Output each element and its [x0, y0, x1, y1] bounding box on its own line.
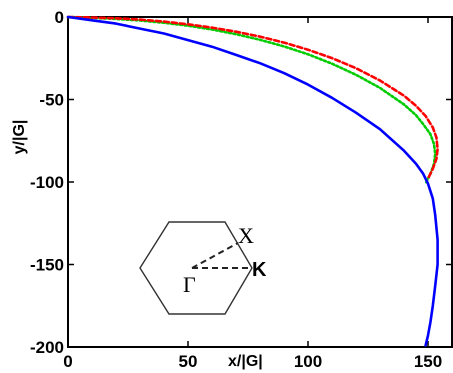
tick-labels: 0 50 100 150 0 -50 -100 -150 -200 — [30, 8, 442, 371]
gamma-label: Γ — [183, 272, 196, 297]
series-line-dashed — [66, 15, 439, 180]
x-tick-label: 50 — [179, 352, 198, 371]
inset-brillouin-zone: Γ X K — [139, 221, 267, 315]
k-point-label: K — [252, 259, 267, 281]
series-layer — [66, 15, 439, 347]
y-tick-label: 0 — [55, 8, 64, 27]
y-tick-label: -50 — [39, 91, 64, 110]
x-axis-label: x/|G| — [228, 353, 263, 370]
series-line-dotted — [66, 15, 437, 185]
y-axis-label: y/|G| — [11, 120, 28, 155]
series-line-solid — [66, 15, 439, 347]
tick-marks — [67, 16, 452, 348]
x-tick-label: 150 — [414, 352, 442, 371]
y-tick-label: -200 — [30, 338, 64, 357]
x-point-label: X — [238, 223, 254, 248]
y-tick-label: -100 — [30, 173, 64, 192]
plot-area-frame — [67, 16, 453, 348]
x-tick-label: 100 — [294, 352, 322, 371]
gamma-to-x-line — [191, 242, 239, 269]
y-tick-label: -150 — [30, 256, 64, 275]
x-tick-label: 0 — [63, 352, 72, 371]
